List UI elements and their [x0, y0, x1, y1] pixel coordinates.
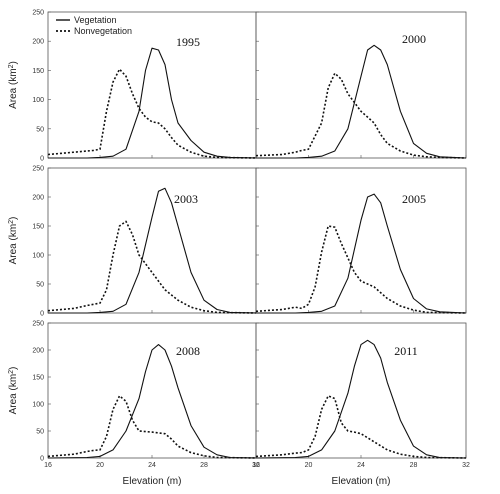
- legend-label-nonvegetation: Nonvegetation: [74, 26, 132, 36]
- x-axis-title-right: Elevation (m): [332, 476, 391, 487]
- panel-2003: 0 50 100 150 200 250 Area (km2) 2003: [8, 166, 257, 318]
- series-line-nonvegetation: [255, 225, 467, 314]
- panel-year-label: 2003: [174, 192, 198, 206]
- y-tick-label: 100: [32, 97, 44, 104]
- x-tick-label: 24: [357, 462, 365, 469]
- x-tick-label: 32: [252, 462, 260, 469]
- series-line-vegetation: [256, 193, 467, 314]
- series-line-nonvegetation: [47, 68, 257, 159]
- panel-year-label: 1995: [176, 35, 200, 49]
- panel-2011: 16 20 24 28 32 2011: [252, 322, 470, 469]
- panel-frame: [47, 322, 257, 459]
- series-line-vegetation: [48, 47, 257, 159]
- x-axis-title-left: Elevation (m): [123, 476, 182, 487]
- y-tick-label: 150: [32, 375, 44, 382]
- y-tick-label: 100: [32, 402, 44, 409]
- x-tick-label: 20: [96, 462, 104, 469]
- y-tick-label: 250: [32, 321, 44, 328]
- panel-frame: [47, 167, 257, 314]
- x-tick-label: 16: [44, 462, 52, 469]
- x-tick-label: 16: [252, 462, 260, 469]
- y-tick-label: 100: [32, 253, 44, 260]
- y-tick-label: 200: [32, 195, 44, 202]
- y-tick-label: 0: [40, 156, 44, 163]
- y-tick-label: 50: [36, 282, 44, 289]
- y-tick-label: 250: [32, 166, 44, 173]
- series-line-nonvegetation: [47, 395, 257, 459]
- panel-1995: 0 50 100 150 200 250 Area (km2) 1995: [8, 10, 257, 163]
- panel-year-label: 2000: [402, 32, 426, 46]
- y-tick-label: 0: [40, 311, 44, 318]
- y-tick-label: 250: [32, 10, 44, 17]
- y-axis-title: Area (km2): [8, 61, 20, 109]
- x-tick-label: 32: [462, 462, 470, 469]
- panel-frame: [255, 167, 467, 314]
- y-tick-label: 200: [32, 348, 44, 355]
- y-axis-title: Area (km2): [8, 367, 20, 415]
- legend-label-vegetation: Vegetation: [74, 15, 117, 25]
- x-tick-label: 28: [410, 462, 418, 469]
- y-tick-label: 50: [36, 126, 44, 133]
- series-line-nonvegetation: [255, 395, 467, 459]
- panel-year-label: 2008: [176, 344, 200, 358]
- panel-year-label: 2005: [402, 192, 426, 206]
- panel-frame: [255, 11, 467, 159]
- series-line-vegetation: [48, 187, 257, 314]
- series-line-vegetation: [255, 339, 467, 459]
- series-line-vegetation: [47, 344, 257, 459]
- series-line-vegetation: [256, 44, 467, 159]
- panel-2000: 2000: [255, 11, 467, 159]
- x-tick-label: 20: [305, 462, 313, 469]
- x-tick-label: 28: [200, 462, 208, 469]
- y-tick-label: 50: [36, 429, 44, 436]
- y-tick-label: 200: [32, 39, 44, 46]
- y-tick-label: 0: [40, 456, 44, 463]
- y-axis-title: Area (km2): [8, 217, 20, 265]
- y-tick-label: 150: [32, 224, 44, 231]
- x-tick-label: 24: [148, 462, 156, 469]
- panel-frame: [255, 322, 467, 459]
- panel-year-label: 2011: [394, 344, 418, 358]
- panel-2008: 0 50 100 150 200 250 16 20 24 28 32 Area (km2) 2008: [8, 321, 260, 470]
- panel-2005: 2005: [255, 167, 467, 314]
- series-line-nonvegetation: [47, 220, 257, 314]
- y-tick-label: 150: [32, 68, 44, 75]
- series-line-nonvegetation: [255, 72, 467, 159]
